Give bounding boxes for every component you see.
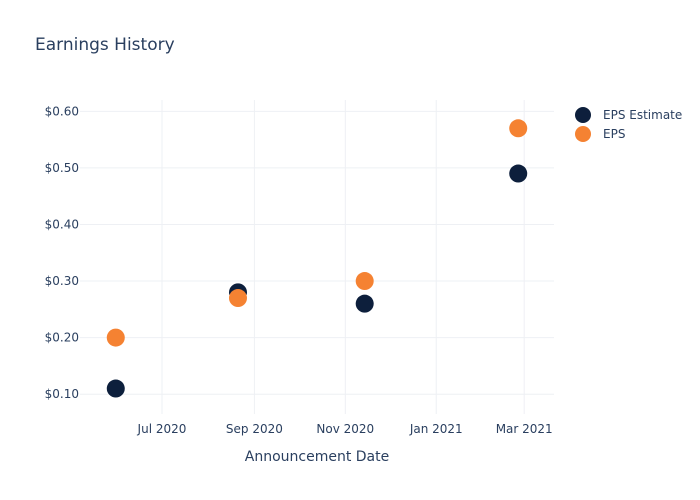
x-tick-label: Mar 2021 [496, 422, 553, 436]
y-grid-lines [80, 110, 554, 395]
series-eps [106, 119, 528, 347]
eps-estimate-point [106, 379, 125, 398]
x-tick-label: Sep 2020 [226, 422, 283, 436]
eps-estimate-point [509, 164, 528, 183]
y-tick-label: $0.30 [45, 274, 79, 288]
y-tick-label: $0.50 [45, 161, 79, 175]
x-tick-label: Jan 2021 [409, 422, 463, 436]
legend-label-eps-estimate: EPS Estimate [603, 108, 682, 122]
legend-label-eps: EPS [603, 127, 625, 141]
x-grid-lines [161, 100, 525, 414]
legend: EPS Estimate EPS [575, 107, 682, 142]
eps-point [106, 328, 125, 347]
scatter-points [106, 119, 528, 398]
legend-item-eps[interactable]: EPS [575, 126, 625, 142]
y-axis-ticks: $0.10 $0.20 $0.30 $0.40 $0.50 $0.60 [45, 104, 79, 401]
x-tick-label: Nov 2020 [316, 422, 374, 436]
legend-marker-eps-estimate [575, 107, 591, 123]
eps-estimate-point [355, 294, 374, 313]
x-axis-title: Announcement Date [245, 449, 389, 465]
y-tick-label: $0.20 [45, 331, 79, 345]
eps-point [509, 119, 528, 138]
eps-point [229, 289, 247, 308]
x-axis-ticks: Jul 2020 Sep 2020 Nov 2020 Jan 2021 Mar 2021 [137, 422, 553, 436]
y-tick-label: $0.40 [45, 217, 79, 231]
eps-point [355, 272, 374, 291]
y-tick-label: $0.60 [45, 104, 79, 118]
chart-title: Earnings History [35, 35, 175, 55]
y-tick-label: $0.10 [45, 387, 79, 401]
x-tick-label: Jul 2020 [137, 422, 187, 436]
legend-item-eps-estimate[interactable]: EPS Estimate [575, 107, 682, 123]
legend-marker-eps [575, 126, 591, 142]
